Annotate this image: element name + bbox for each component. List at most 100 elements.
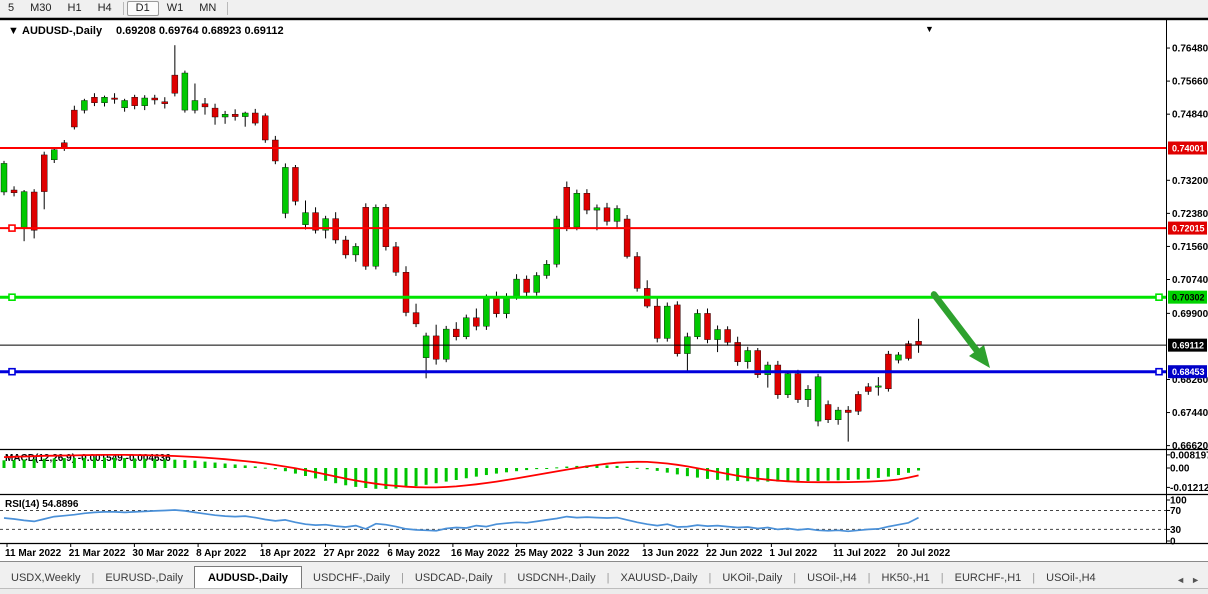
tab-scroll-left-icon[interactable]: ◄ <box>1176 575 1186 585</box>
symbol-tab-usdcnh-daily[interactable]: USDCNH-,Daily <box>517 572 596 584</box>
candle-body-bear <box>704 313 711 340</box>
macd-label: MACD(12,26,9) -0.001549 -0.004636 <box>5 453 171 464</box>
candle-body-bear <box>774 364 782 395</box>
date-label: 1 Jul 2022 <box>769 548 817 559</box>
macd-histogram-bar <box>123 458 127 468</box>
price-tick-label: 0.68260 <box>1172 375 1208 386</box>
rsi-tick-label: 0 <box>1170 537 1176 548</box>
macd-histogram-bar <box>917 468 921 471</box>
price-tick-label: 0.70740 <box>1172 275 1208 286</box>
level-line-handle[interactable] <box>1155 293 1163 302</box>
symbol-tab-usdcad-daily[interactable]: USDCAD-,Daily <box>414 572 493 584</box>
macd-histogram-bar <box>304 468 307 476</box>
timeframe-button-5[interactable]: 5 <box>8 2 15 14</box>
macd-histogram-bar <box>22 459 26 468</box>
macd-histogram-bar <box>62 458 66 468</box>
tab-divider: | <box>793 572 797 584</box>
symbol-tab-eurusd-daily[interactable]: EURUSD-,Daily <box>105 572 183 584</box>
price-badge <box>1168 338 1207 352</box>
level-line-handle[interactable] <box>8 224 16 232</box>
status-strip <box>0 588 1208 594</box>
timeframe-button-h4[interactable]: H4 <box>97 2 112 14</box>
symbol-tab-hk50-h1[interactable]: HK50-,H1 <box>881 572 930 584</box>
date-label: 25 May 2022 <box>515 548 574 559</box>
candle-body-bull <box>191 100 199 111</box>
macd-histogram-bar <box>434 468 438 484</box>
chart-canvas[interactable]: MACD(12,26,9) -0.001549 -0.004636 RSI(14)… <box>0 0 1208 561</box>
candle-body-bear <box>523 278 530 293</box>
level-line-handle[interactable] <box>1155 367 1163 376</box>
price-badge <box>1168 141 1207 155</box>
macd-histogram-bar <box>444 468 448 482</box>
timeframe-button-mn[interactable]: MN <box>199 2 217 14</box>
symbol-tab-usdx-weekly[interactable]: USDX,Weekly <box>11 572 81 584</box>
candle-body-bear <box>734 342 741 362</box>
symbol-tab-usdchf-daily[interactable]: USDCHF-,Daily <box>313 572 391 584</box>
chart-title-ohlc: 0.69208 0.69764 0.68923 0.69112 <box>116 25 284 37</box>
symbol-tab-usoil-h4[interactable]: USOil-,H4 <box>807 572 857 584</box>
timeframe-button-d1[interactable]: D1 <box>126 1 159 16</box>
candle-body-bear <box>563 186 570 228</box>
candle-body-bear <box>252 112 259 124</box>
candle-body-bear <box>41 154 48 192</box>
macd-histogram-bar <box>866 468 870 479</box>
symbol-tab-eurchf-h1[interactable]: EURCHF-,H1 <box>954 572 1022 584</box>
macd-histogram-bar <box>193 460 197 468</box>
trend-arrow-head[interactable] <box>969 345 990 368</box>
macd-histogram-bar <box>213 462 217 468</box>
candle-body-bull <box>221 113 229 118</box>
price-tick-label: 0.76480 <box>1172 44 1208 55</box>
chart-background <box>0 18 1208 561</box>
macd-histogram-bar <box>907 468 910 473</box>
candle-body-bull <box>613 208 621 222</box>
macd-histogram-bar <box>655 468 659 471</box>
candle-body-bear <box>292 167 299 202</box>
candle-body-bear <box>855 394 862 412</box>
macd-histogram-bar <box>736 468 740 481</box>
macd-histogram-bar <box>344 468 348 486</box>
candle-body-bull <box>714 329 721 340</box>
macd-histogram-bar <box>133 458 137 468</box>
symbol-tab-usoil-h4[interactable]: USOil-,H4 <box>1046 572 1096 584</box>
macd-histogram-bar <box>756 468 760 482</box>
macd-histogram-bar <box>143 458 147 468</box>
timeframe-button-w1[interactable]: W1 <box>166 2 184 14</box>
macd-histogram-bar <box>605 465 609 468</box>
date-label: 13 Jun 2022 <box>642 548 699 559</box>
timeframe-button-h1[interactable]: H1 <box>67 2 82 14</box>
macd-histogram-bar <box>836 468 840 481</box>
chart-window-top-border <box>0 18 1208 21</box>
price-tick-label: 0.66620 <box>1172 441 1208 452</box>
price-tick-label: 0.75660 <box>1172 77 1208 88</box>
candle-body-bear <box>583 192 591 211</box>
level-line-handle[interactable] <box>8 367 16 376</box>
price-badge <box>1168 221 1207 235</box>
macd-histogram-bar <box>163 459 167 468</box>
candle-body-bull <box>282 167 289 214</box>
macd-histogram-bar <box>886 468 890 477</box>
chart-menu-arrow-icon[interactable]: ▼ <box>8 25 19 37</box>
trend-arrow-shaft[interactable] <box>930 291 981 355</box>
symbol-tab-audusd-daily[interactable]: AUDUSD-,Daily <box>193 566 303 590</box>
macd-tick-label: 0.008197 <box>1170 450 1208 461</box>
macd-histogram-bar <box>293 468 297 474</box>
macd-histogram-bar <box>243 465 247 468</box>
tab-divider: | <box>708 572 712 584</box>
symbol-tab-xauusd-daily[interactable]: XAUUSD-,Daily <box>620 572 698 584</box>
macd-histogram-bar <box>233 464 237 468</box>
timeframe-button-m30[interactable]: M30 <box>30 2 52 14</box>
macd-histogram-bar <box>183 460 187 468</box>
candle-body-bull <box>483 297 490 327</box>
macd-histogram-bar <box>776 468 780 482</box>
tab-scroll-right-icon[interactable]: ► <box>1191 575 1200 585</box>
macd-histogram-bar <box>675 468 679 475</box>
candle-body-bear <box>905 343 912 359</box>
macd-histogram-bar <box>555 467 559 469</box>
candle-body-bear <box>865 386 872 392</box>
symbol-tab-ukoil-daily[interactable]: UKOil-,Daily <box>722 572 783 584</box>
macd-tick-label: 0.00 <box>1170 464 1190 475</box>
candle-body-bull <box>875 385 882 388</box>
candle-body-bull <box>81 100 88 111</box>
candle-body-bear <box>231 113 239 117</box>
level-line-handle[interactable] <box>8 293 16 302</box>
